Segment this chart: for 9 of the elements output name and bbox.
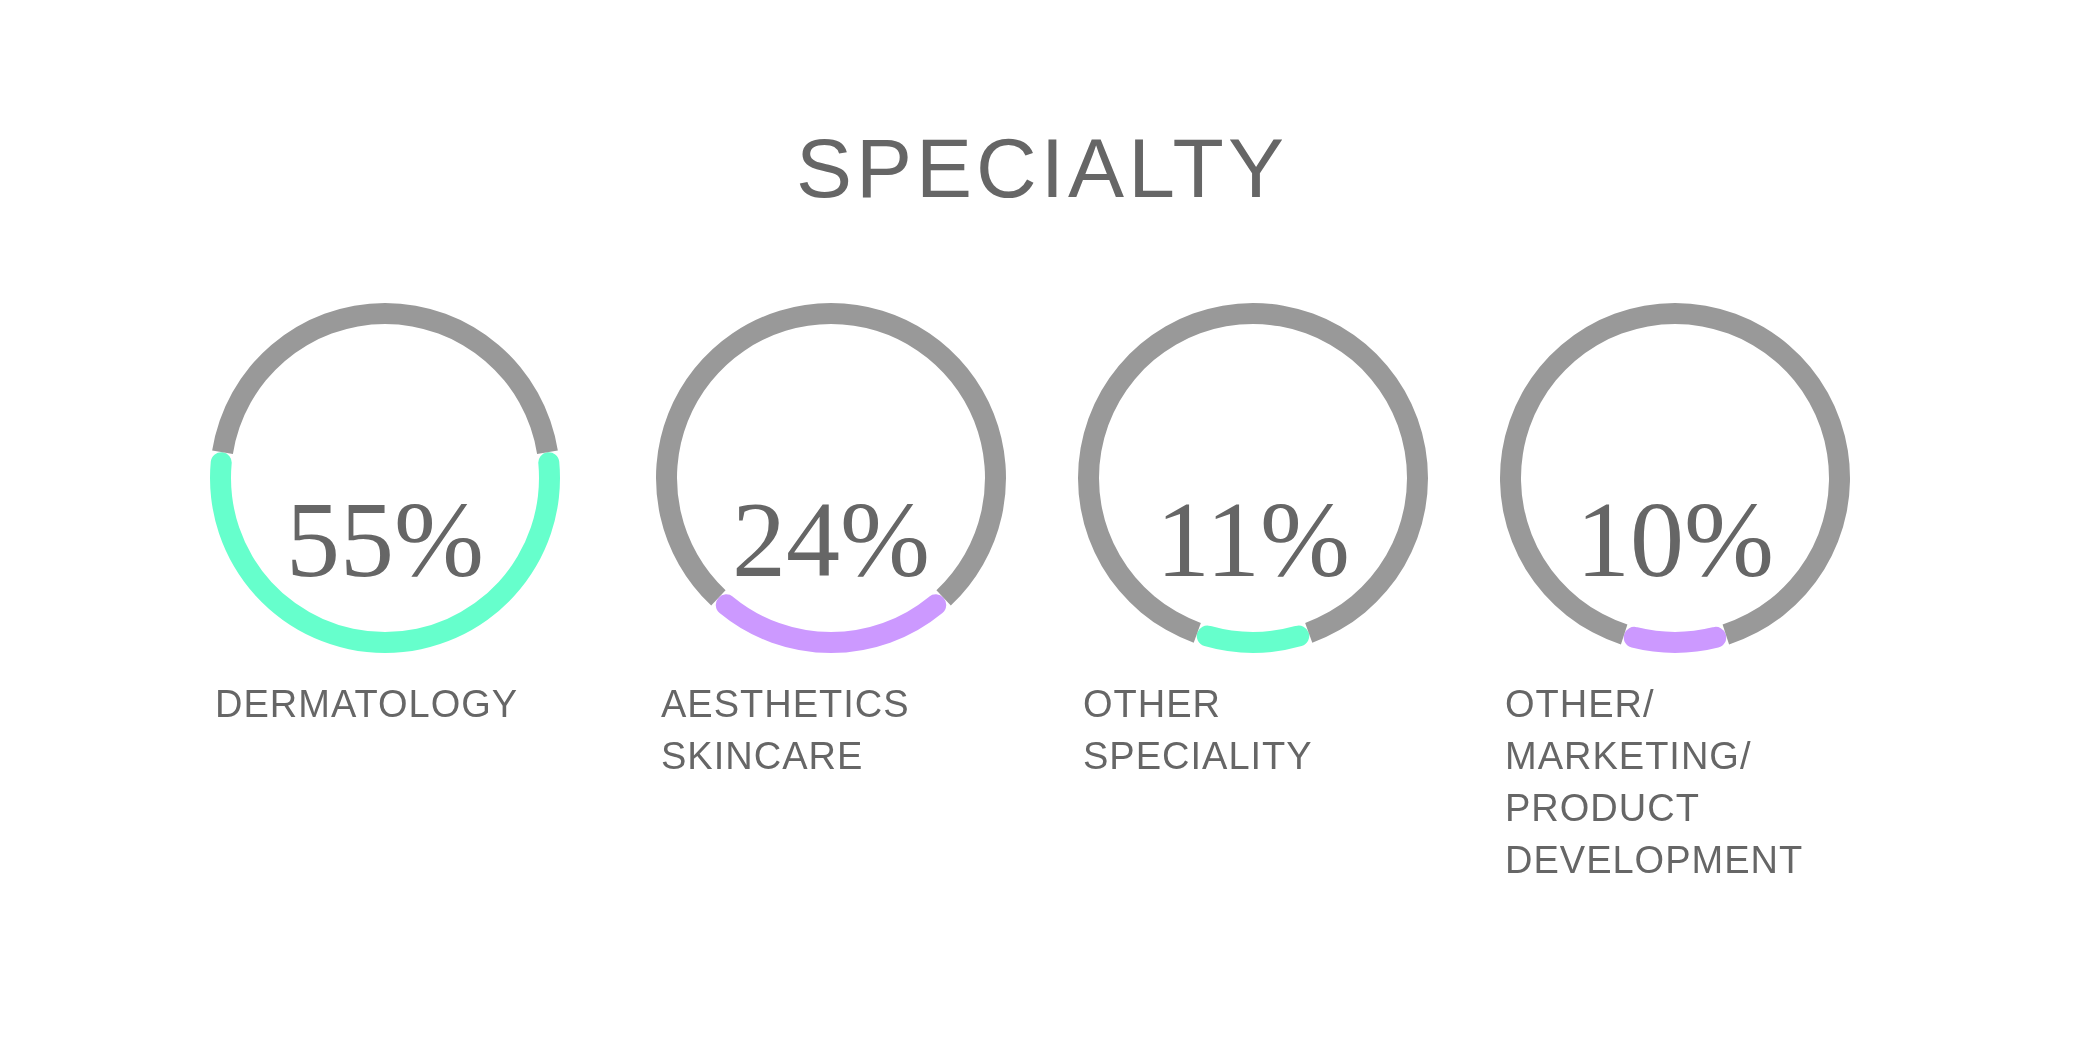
data-label: 10% (1576, 480, 1774, 600)
text: SPECIALTY (795, 120, 1289, 217)
slice-label: OTHER/ MARKETING/ PRODUCT DEVELOPMENT (1505, 682, 1805, 883)
slice-label: OTHER SPECIALITY (1083, 682, 1314, 779)
data-label: 55% (286, 480, 484, 600)
slice-label: DERMATOLOGY (215, 682, 520, 727)
data-label: 24% (732, 480, 930, 600)
data-label: 11% (1156, 480, 1350, 600)
slice-label: AESTHETICS SKINCARE (661, 682, 911, 779)
